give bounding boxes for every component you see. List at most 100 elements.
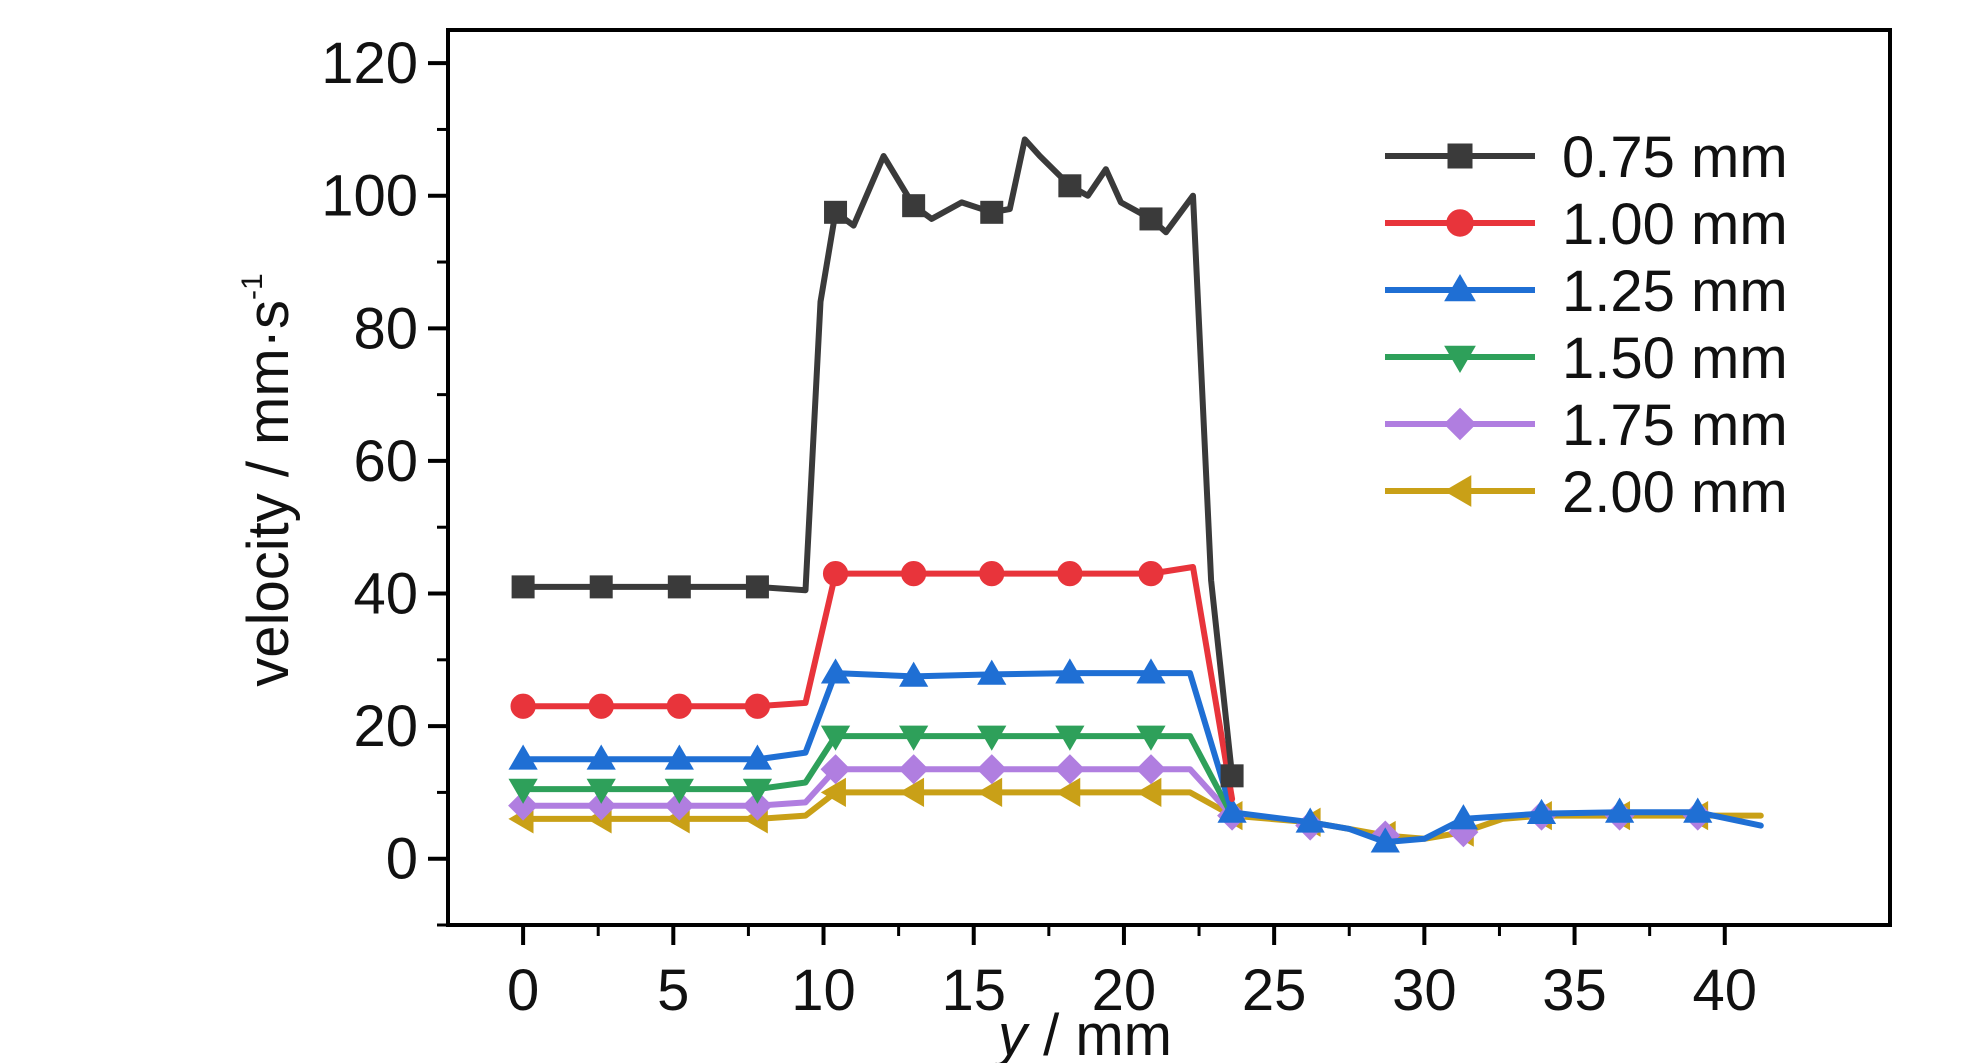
data-point-marker [1136,658,1166,684]
legend-item: 1.75 mm [1385,393,1788,458]
data-point-marker [667,575,691,599]
y-tick-label: 40 [353,562,418,627]
data-point-marker [899,725,929,751]
y-tick-label: 60 [353,429,418,494]
series-100-mm [510,561,1236,802]
data-point-marker [664,790,695,821]
data-point-marker [1605,797,1635,823]
data-point-marker [898,754,929,785]
legend: 0.75 mm1.00 mm1.25 mm1.50 mm1.75 mm2.00 … [1385,125,1788,525]
data-point-marker [1136,777,1162,808]
x-tick-label: 0 [507,958,539,1023]
data-point-marker [976,754,1007,785]
data-point-marker [666,693,692,719]
data-point-marker [977,725,1007,751]
data-point-marker [510,693,536,719]
series-125-mm [508,658,1764,853]
data-point-marker [902,194,926,218]
series-layer [508,136,1764,853]
data-point-marker [899,661,929,687]
data-point-marker [898,777,925,808]
data-point-marker [901,561,927,587]
data-point-marker [1135,754,1166,785]
plot-frame [446,28,1892,927]
y-tick-label: 20 [353,694,418,759]
series-line [520,564,1236,802]
data-point-marker [824,200,848,224]
y-axis-superscript: -1 [236,273,269,300]
series-line [520,670,1764,846]
data-point-marker [1446,209,1474,237]
data-point-marker [979,561,1005,587]
y-axis-label: velocity / mm·s-1 [236,273,301,686]
series-line [520,136,1236,779]
data-point-marker [588,693,614,719]
legend-label: 1.75 mm [1562,393,1788,458]
data-point-marker [586,744,616,770]
legend-item: 2.00 mm [1385,460,1788,525]
legend-item: 1.00 mm [1385,192,1788,257]
legend-item: 1.50 mm [1385,326,1788,391]
x-tick-label: 25 [1242,958,1307,1023]
data-point-marker [980,200,1004,224]
data-point-marker [1370,827,1400,853]
data-point-marker [589,575,613,599]
x-tick-label: 5 [657,958,689,1023]
data-point-marker [744,693,771,719]
x-tick-label: 20 [1092,958,1157,1023]
data-point-marker [664,778,694,804]
data-point-marker [820,777,846,808]
axes: 0 5 10 15 20 25 30 35 40 0 20 40 60 80 100 120 [321,31,1757,1023]
data-point-marker [742,778,773,804]
y-tick-label: 120 [321,31,418,96]
data-point-marker [1444,274,1476,302]
legend-label: 0.75 mm [1562,125,1788,190]
data-point-marker [820,754,851,785]
data-point-marker [745,575,769,599]
data-point-marker [508,778,538,804]
data-point-marker [977,659,1007,685]
data-point-marker [1526,798,1557,825]
data-point-marker [1055,777,1081,808]
y-axis-main: velocity / mm·s [236,300,301,687]
legend-label: 1.00 mm [1562,192,1788,257]
series-075-mm [511,136,1244,788]
data-point-marker [1443,407,1477,441]
data-point-marker [586,778,616,804]
legend-label: 2.00 mm [1562,460,1788,525]
x-tick-label: 40 [1693,958,1758,1023]
data-point-marker [1295,807,1325,833]
data-point-marker [1057,561,1083,587]
data-point-marker [586,790,617,821]
x-tick-label: 30 [1392,958,1457,1023]
data-point-marker [508,744,538,770]
data-point-marker [511,575,535,599]
data-point-marker [664,744,694,770]
data-point-marker [1138,561,1164,587]
y-tick-label: 80 [353,296,418,361]
data-point-marker [1139,207,1163,231]
data-point-marker [1217,797,1247,823]
legend-item: 1.25 mm [1385,259,1788,324]
data-point-marker [1683,797,1713,823]
data-point-marker [1448,804,1479,830]
data-point-marker [820,658,851,684]
data-point-marker [1136,725,1166,751]
legend-item: 0.75 mm [1385,125,1788,190]
data-point-marker [1444,345,1476,373]
x-tick-label: 10 [791,958,856,1023]
x-tick-label: 35 [1542,958,1607,1023]
legend-label: 1.25 mm [1562,259,1788,324]
legend-label: 1.50 mm [1562,326,1788,391]
x-axis-unit: / mm [1027,1003,1172,1063]
data-point-marker [977,777,1003,808]
x-axis-label: y / mm [994,1003,1172,1063]
data-point-marker [822,561,849,587]
data-point-marker [742,790,773,821]
series-150-mm [508,725,1236,819]
data-point-marker [1054,754,1085,785]
data-point-marker [1058,174,1082,198]
y-tick-label: 0 [386,827,418,892]
data-point-marker [1447,143,1473,169]
